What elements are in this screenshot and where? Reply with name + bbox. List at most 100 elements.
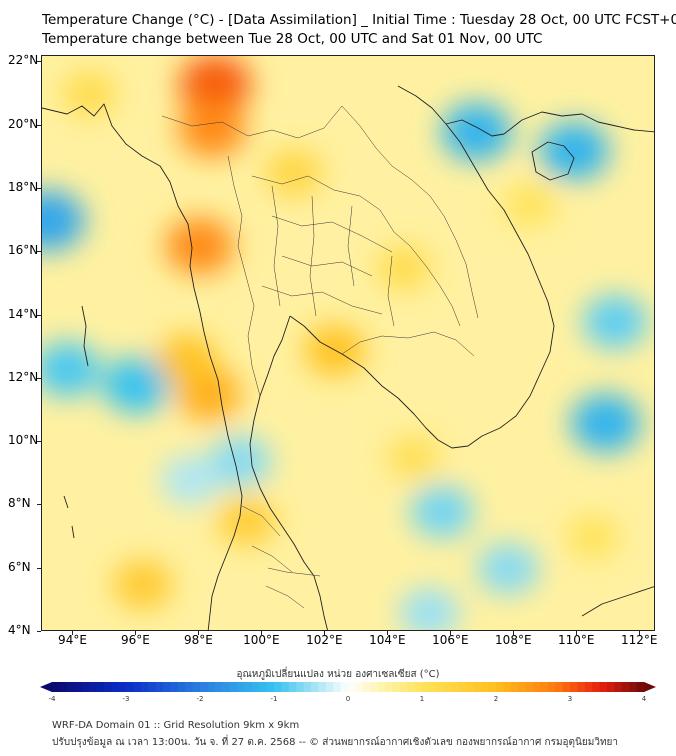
vietnam-north-coast: [445, 119, 505, 137]
lat-tick-label: 14°N: [8, 306, 39, 321]
colorbar-segment: [459, 682, 467, 692]
cambodia-border: [341, 331, 475, 357]
lat-tick: [37, 187, 41, 189]
colorbar-segment: [496, 682, 504, 692]
colorbar-segment: [636, 682, 645, 692]
cool-anomaly: [539, 121, 610, 181]
colorbar-segment: [429, 682, 438, 692]
colorbar-segment: [177, 682, 186, 692]
colorbar-segment: [333, 682, 341, 692]
colorbar-segment: [200, 682, 208, 692]
colorbar-segment: [170, 682, 179, 692]
lon-tick: [135, 631, 137, 635]
cool-anomaly: [582, 295, 648, 349]
colorbar-segment: [355, 682, 364, 692]
thai-provinces-b: [271, 185, 395, 327]
lon-tick: [450, 631, 452, 635]
colorbar-tick-label: 0: [345, 695, 351, 703]
colorbar-segment: [385, 682, 393, 692]
footer-model-info: WRF-DA Domain 01 :: Grid Resolution 9km …: [52, 720, 300, 731]
thai-provinces-a: [261, 215, 393, 315]
lat-tick-label: 20°N: [8, 116, 39, 131]
lon-tick: [198, 631, 200, 635]
colorbar-title: อุณหภูมิเปลี่ยนแปลง หน่วย องศาเซลเซียส (…: [236, 669, 440, 680]
colorbar-segment: [163, 682, 171, 692]
colorbar-segment: [599, 682, 608, 692]
cambodia-vietnam-coast: [289, 85, 555, 449]
borneo-coast: [581, 586, 654, 617]
cool-anomaly: [399, 588, 460, 630]
mainland-coastline: [42, 103, 243, 630]
colorbar-segment: [81, 682, 90, 692]
colorbar-segment: [592, 682, 600, 692]
colorbar: [40, 682, 656, 692]
colorbar-segment: [148, 682, 156, 692]
colorbar-segment: [259, 682, 267, 692]
cool-anomaly: [209, 435, 272, 487]
colorbar-segment: [377, 682, 386, 692]
lat-tick: [37, 441, 41, 443]
lon-tick-label: 98°E: [183, 633, 213, 647]
warm-anomaly: [179, 56, 252, 115]
colorbar-segment: [207, 682, 216, 692]
colorbar-segment: [614, 682, 623, 692]
lon-tick-label: 108°E: [495, 633, 532, 647]
lat-tick-label: 16°N: [8, 243, 39, 258]
colorbar-segment: [525, 682, 534, 692]
colorbar-segment: [214, 682, 223, 692]
hainan-island: [531, 141, 575, 181]
temperature-map: [42, 56, 654, 630]
colorbar-segment: [348, 682, 356, 692]
colorbar-segment: [555, 682, 563, 692]
colorbar-segment: [222, 682, 230, 692]
warm-anomaly: [376, 245, 432, 291]
warm-anomaly: [265, 149, 323, 197]
colorbar-segment: [392, 682, 401, 692]
cool-anomaly: [570, 393, 641, 453]
colorbar-segment: [229, 682, 238, 692]
colorbar-segment: [533, 682, 541, 692]
colorbar-segment: [140, 682, 149, 692]
colorbar-segment: [503, 682, 512, 692]
map-panel[interactable]: [41, 55, 655, 631]
colorbar-segment: [96, 682, 105, 692]
lat-tick-label: 8°N: [8, 496, 31, 511]
thailand-laos-border: [251, 175, 461, 327]
colorbar-segment: [126, 682, 134, 692]
warm-anomaly: [386, 435, 441, 481]
colorbar-tick-label: -3: [122, 695, 130, 703]
colorbar-segment: [325, 682, 334, 692]
colorbar-segment: [244, 682, 253, 692]
colorbar-segment: [547, 682, 556, 692]
warm-anomaly: [503, 182, 557, 227]
colorbar-segment: [303, 682, 312, 692]
lon-tick-label: 106°E: [432, 633, 469, 647]
lat-tick: [37, 251, 41, 253]
lat-tick-label: 4°N: [8, 623, 31, 637]
warm-anomaly: [112, 559, 173, 610]
andaman-islands: [81, 305, 89, 367]
lat-tick-label: 10°N: [8, 433, 39, 448]
china-border: [161, 105, 343, 139]
warm-anomaly: [61, 71, 117, 117]
colorbar-tick-label: -4: [48, 695, 56, 703]
lon-tick: [261, 631, 263, 635]
lat-tick: [37, 631, 41, 632]
lon-tick: [513, 631, 515, 635]
south-china-coast: [503, 111, 654, 135]
colorbar-segment: [281, 682, 290, 692]
lat-tick: [37, 124, 41, 126]
colorbar-tick-label: -1: [270, 695, 278, 703]
cool-anomaly: [477, 543, 539, 595]
colorbar-min-arrow: [40, 682, 52, 692]
colorbar-segment: [436, 682, 445, 692]
colorbar-segment: [251, 682, 260, 692]
lon-tick: [639, 631, 641, 635]
colorbar-segment: [444, 682, 452, 692]
cool-anomaly: [160, 455, 220, 505]
colorbar-segment: [237, 682, 245, 692]
coastlines: [42, 85, 654, 630]
warm-anomaly: [566, 515, 620, 560]
southern-provinces: [241, 505, 305, 609]
colorbar-segment: [118, 682, 127, 692]
